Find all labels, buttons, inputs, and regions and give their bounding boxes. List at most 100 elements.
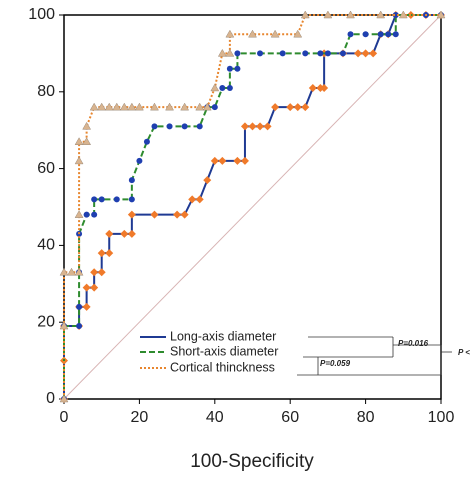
marker (180, 210, 189, 219)
marker (128, 177, 135, 184)
marker (300, 10, 310, 19)
y-tick-label: 20 (37, 313, 55, 330)
marker (293, 103, 302, 112)
p-value: P=0.059 (320, 359, 351, 368)
marker (286, 103, 295, 112)
marker (104, 102, 114, 111)
marker (196, 123, 203, 130)
marker (324, 50, 331, 57)
marker (119, 102, 129, 111)
plot-frame (63, 14, 442, 400)
x-axis-label: 100-Specificity (190, 451, 314, 472)
marker (226, 84, 233, 91)
marker (97, 268, 106, 277)
marker (173, 210, 182, 219)
marker (74, 156, 84, 165)
marker (240, 156, 249, 165)
marker (59, 321, 69, 330)
marker (98, 196, 105, 203)
marker (97, 249, 106, 258)
marker (233, 156, 242, 165)
marker (211, 104, 218, 111)
marker (120, 229, 129, 238)
marker (248, 29, 257, 38)
marker (112, 102, 122, 111)
marker (226, 65, 233, 72)
marker (354, 49, 363, 58)
marker (82, 302, 91, 311)
marker (90, 268, 99, 277)
x-tick-label: 0 (60, 409, 69, 426)
marker (218, 156, 227, 165)
y-tick-label: 40 (37, 237, 55, 254)
marker (392, 12, 399, 18)
marker (257, 50, 264, 57)
marker (128, 196, 135, 203)
legend-label: Short-axis diameter (170, 344, 278, 358)
marker (317, 50, 324, 57)
reference-line (63, 14, 442, 400)
marker (76, 303, 83, 310)
marker (165, 102, 174, 111)
marker (105, 249, 114, 258)
y-tick-label: 0 (46, 390, 55, 407)
marker (347, 31, 354, 38)
x-tick-label: 20 (131, 409, 149, 426)
marker (82, 121, 92, 130)
marker (361, 49, 370, 58)
marker (376, 10, 386, 19)
p-value: P=0.016 (398, 339, 429, 348)
marker (59, 394, 69, 403)
marker (308, 83, 317, 92)
marker (91, 196, 98, 203)
marker (217, 48, 227, 57)
marker (398, 10, 408, 19)
marker (82, 137, 92, 145)
marker (234, 50, 241, 57)
marker (248, 122, 257, 131)
marker (134, 102, 144, 111)
marker (210, 156, 219, 165)
marker (91, 211, 98, 218)
x-tick-label: 60 (281, 409, 299, 426)
marker (67, 267, 76, 276)
marker (82, 283, 91, 292)
marker (74, 137, 84, 145)
marker (105, 229, 114, 238)
legend-label: Long-axis diameter (170, 329, 276, 343)
marker (166, 123, 173, 130)
marker (143, 138, 150, 145)
marker (97, 102, 107, 111)
marker (59, 267, 69, 276)
marker (293, 29, 303, 38)
marker (150, 102, 159, 111)
marker (225, 29, 235, 38)
marker (339, 50, 346, 57)
marker (136, 157, 143, 164)
marker (362, 31, 369, 38)
marker (369, 49, 378, 58)
marker (74, 210, 84, 218)
marker (76, 323, 83, 330)
marker (225, 48, 235, 57)
marker (320, 83, 329, 92)
marker (346, 10, 355, 19)
p-value: P < (458, 348, 470, 357)
marker (195, 102, 205, 111)
marker (151, 123, 158, 130)
y-tick-label: 100 (28, 6, 55, 23)
marker (210, 83, 220, 92)
marker (385, 31, 392, 38)
marker (203, 176, 212, 185)
marker (188, 195, 197, 204)
marker (83, 211, 90, 218)
marker (113, 196, 120, 203)
marker (127, 102, 137, 111)
marker (302, 50, 309, 57)
marker (90, 283, 99, 292)
marker (127, 229, 136, 238)
marker (234, 65, 241, 72)
marker (150, 210, 159, 219)
